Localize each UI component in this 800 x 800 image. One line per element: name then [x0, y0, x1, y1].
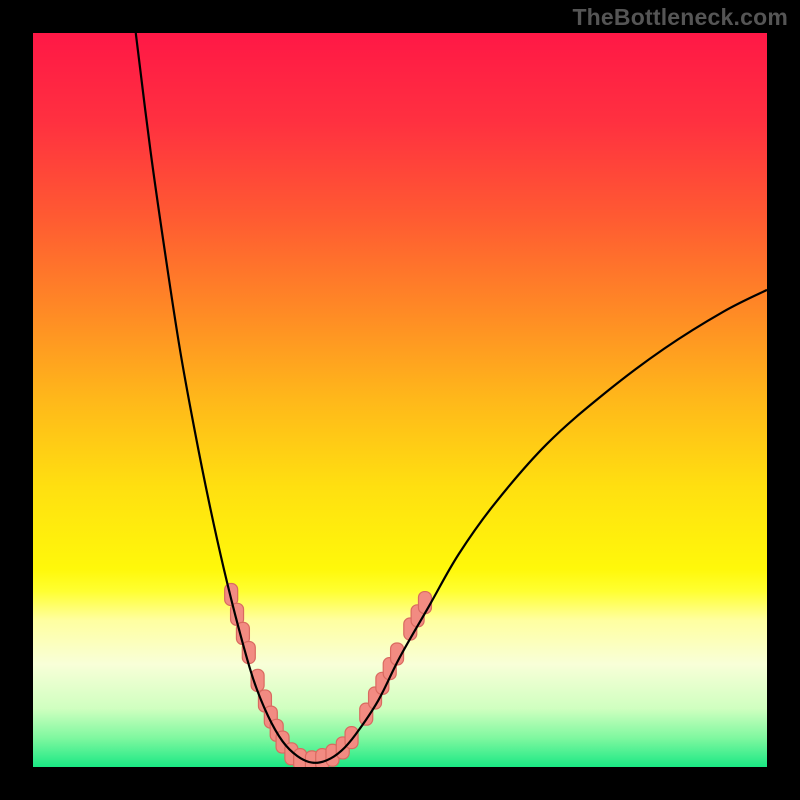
chart-container: { "meta": { "width": 800, "height": 800,…	[0, 0, 800, 800]
chart-svg	[0, 0, 800, 800]
scatter-marker	[418, 592, 431, 614]
watermark-text: TheBottleneck.com	[572, 4, 788, 31]
